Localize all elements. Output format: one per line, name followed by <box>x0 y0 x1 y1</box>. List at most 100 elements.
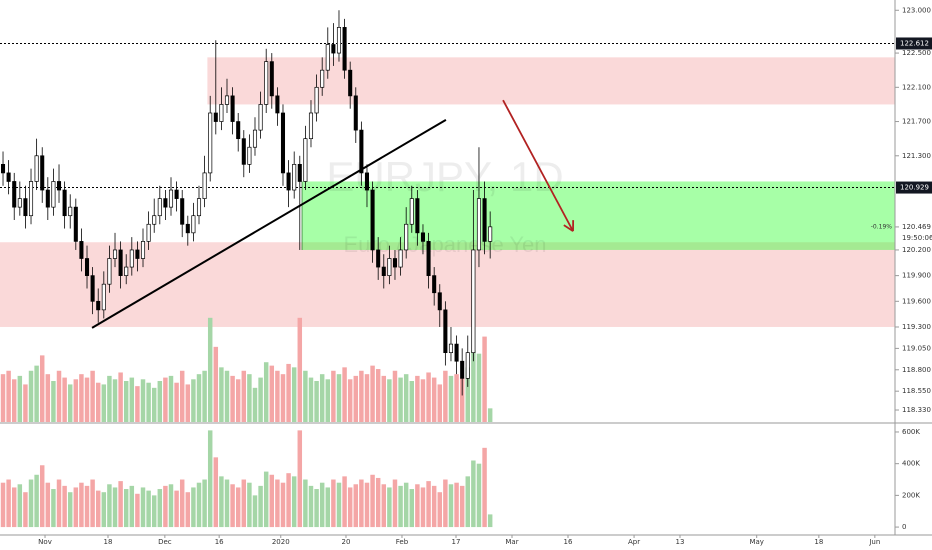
volume-overlay-bar <box>420 379 426 422</box>
volume-bar <box>202 479 207 528</box>
y-tick-label: 119.600 <box>902 297 931 305</box>
candle-body <box>454 343 459 362</box>
volume-overlay-bar <box>151 387 157 422</box>
candle-body <box>286 172 291 191</box>
candle-body <box>387 258 392 276</box>
volume-overlay-bar <box>67 384 73 422</box>
volume-overlay-bar <box>101 384 107 422</box>
candle-body <box>415 198 420 234</box>
volume-bar <box>448 484 454 528</box>
volume-bar <box>297 430 303 528</box>
volume-overlay-bar <box>364 374 370 422</box>
volume-bar <box>370 474 375 528</box>
y-tick-label: 118.330 <box>902 406 931 414</box>
volume-overlay-bar <box>107 375 112 422</box>
volume-bar <box>487 514 493 528</box>
volume-overlay-bar <box>235 379 241 422</box>
volume-bar <box>409 489 415 528</box>
volume-bar <box>347 487 353 528</box>
volume-bar <box>342 476 347 528</box>
level-label-box <box>896 37 932 50</box>
candle-body <box>34 155 39 182</box>
volume-bar <box>6 479 11 528</box>
volume-overlay-bar <box>230 375 235 422</box>
candle-body <box>84 258 90 276</box>
candle-body <box>107 258 112 285</box>
volume-bar <box>420 487 426 528</box>
volume-overlay-bar <box>90 370 95 422</box>
volume-overlay-bar <box>465 367 471 422</box>
candle-body <box>465 352 470 379</box>
volume-overlay-bar <box>280 374 286 422</box>
volume-bar <box>224 479 230 528</box>
x-tick-label: 16 <box>215 538 224 546</box>
x-tick-label: 18 <box>104 538 113 546</box>
volume-bar <box>426 481 431 528</box>
arrow-shaft <box>502 99 574 232</box>
volume-bar <box>84 485 90 528</box>
volume-bar <box>123 489 129 528</box>
volume-bar <box>157 489 163 528</box>
volume-bar <box>90 479 95 528</box>
volume-overlay-bar <box>258 377 263 422</box>
candle-body <box>409 198 414 225</box>
candle-body <box>488 226 493 242</box>
level-label: 120.929 <box>900 184 929 192</box>
volume-bar <box>392 479 398 528</box>
candle-body <box>140 241 146 259</box>
x-tick-label: Dec <box>158 538 172 546</box>
candle-body <box>264 61 269 105</box>
volume-overlay-bar <box>23 384 28 422</box>
volume-bar <box>403 482 409 528</box>
volume-bar <box>174 490 179 528</box>
volume-overlay-bar <box>471 350 476 422</box>
candle-body <box>0 163 6 174</box>
y-tick-label: 119.300 <box>902 323 931 331</box>
volume-overlay-bar <box>454 374 459 422</box>
volume-overlay-bar <box>185 384 191 422</box>
volume-overlay-bar <box>347 379 353 422</box>
change: -0.19% <box>871 223 893 230</box>
volume-overlay-bar <box>342 367 347 422</box>
volume-overlay-bar <box>319 374 325 422</box>
candle-body <box>258 104 263 131</box>
x-tick-label: Apr <box>628 538 640 546</box>
volume-overlay-bar <box>392 370 398 422</box>
y-tick-label: 120.200 <box>902 246 931 254</box>
candle-body <box>275 95 280 114</box>
candle-body <box>359 129 364 174</box>
volume-bar <box>235 487 241 528</box>
candle-body <box>152 215 157 225</box>
candle-body <box>392 258 398 268</box>
volume-overlay-bar <box>73 379 79 422</box>
volume-bar <box>247 482 252 528</box>
volume-bar <box>431 485 437 528</box>
y-tick-label: 118.800 <box>902 366 931 374</box>
volume-overlay-bar <box>196 374 202 422</box>
volume-bar <box>23 492 28 528</box>
level-label: 122.612 <box>900 39 929 47</box>
volume-bar <box>191 487 196 528</box>
candle-body <box>482 198 487 242</box>
candle-body <box>174 189 179 199</box>
volume-bar <box>34 474 39 528</box>
candle-body <box>320 69 325 88</box>
volume-bar <box>45 482 51 528</box>
volume-overlay-bar <box>56 370 62 422</box>
volume-bar <box>415 484 420 528</box>
candle-body <box>336 27 342 54</box>
volume-bar <box>118 481 123 528</box>
volume-overlay-bar <box>303 370 308 422</box>
candle-body <box>135 249 140 259</box>
volume-bar <box>471 460 476 528</box>
volume-overlay-bar <box>140 379 146 422</box>
candle-body <box>314 86 319 114</box>
candle-body <box>308 112 314 140</box>
candle-body <box>252 129 258 148</box>
volume-bar <box>319 482 325 528</box>
volume-bar <box>437 492 443 528</box>
candle-body <box>292 163 297 191</box>
volume-bar <box>62 485 67 528</box>
